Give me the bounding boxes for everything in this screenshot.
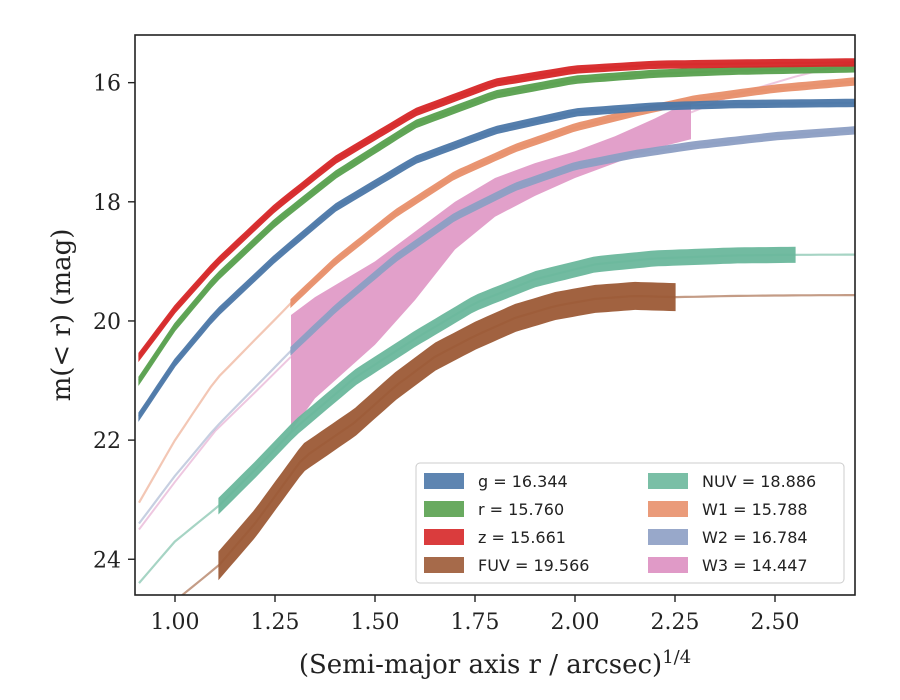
- y-tick-label: 22: [93, 429, 121, 454]
- x-tick-label: 2.00: [551, 610, 600, 635]
- legend-label: NUV = 18.886: [702, 472, 816, 491]
- x-tick-label: 2.50: [751, 610, 800, 635]
- series-z: [138, 58, 855, 363]
- series-nuv: [138, 246, 855, 584]
- series-g: [138, 98, 855, 422]
- legend-label: r = 15.760: [478, 500, 564, 519]
- legend-label: W3 = 14.447: [702, 556, 808, 575]
- y-tick-label: 20: [93, 310, 121, 335]
- legend-box: [415, 462, 845, 584]
- series-fuv: [180, 281, 855, 595]
- series-fuv-band: [218, 281, 676, 581]
- legend-swatch: [648, 529, 688, 545]
- legend-swatch: [424, 501, 464, 517]
- legend-label: FUV = 19.566: [478, 556, 589, 575]
- series-z-band: [138, 58, 855, 363]
- series-r: [138, 64, 855, 387]
- series-w2-band: [290, 126, 855, 356]
- series-w3-band: [291, 100, 691, 432]
- series-w3-extension-left: [138, 355, 292, 531]
- series-w1: [138, 77, 855, 504]
- tick-layer: 1.00 1.25 1.50 1.75 2.00 2.25 2.50 16 18 20 22 24: [93, 72, 799, 635]
- series-g-band: [138, 98, 855, 422]
- y-tick-label: 24: [93, 548, 121, 573]
- series-w1-band: [290, 77, 855, 309]
- x-tick-label: 1.50: [351, 610, 400, 635]
- legend-swatch: [648, 501, 688, 517]
- legend-swatch: [648, 473, 688, 489]
- x-tick-label: 1.00: [151, 610, 200, 635]
- legend-swatch: [424, 473, 464, 489]
- y-axis-label: m(< r) (mag): [47, 229, 77, 402]
- legend-label: g = 16.344: [478, 472, 568, 491]
- legend: g = 16.344 r = 15.760 z = 15.661 FUV = 19.5…: [415, 462, 845, 584]
- y-tick-label: 16: [93, 72, 121, 97]
- series-r-band: [138, 64, 855, 387]
- series-w2: [138, 126, 855, 525]
- x-tick-label: 2.25: [651, 610, 700, 635]
- x-tick-label: 1.75: [451, 610, 500, 635]
- legend-label: z = 15.661: [478, 528, 566, 547]
- legend-label: W1 = 15.788: [702, 500, 808, 519]
- legend-swatch: [424, 557, 464, 573]
- x-axis-label-exponent: 1/4: [662, 647, 691, 668]
- y-tick-label: 18: [93, 191, 121, 216]
- series-layer: [138, 58, 855, 595]
- x-axis-label: (Semi-major axis r / arcsec)1/4: [299, 647, 691, 680]
- legend-swatch: [424, 529, 464, 545]
- series-nuv-band: [218, 246, 796, 515]
- x-tick-label: 1.25: [251, 610, 300, 635]
- legend-swatch: [648, 557, 688, 573]
- plot-frame: [134, 34, 856, 596]
- legend-label: W2 = 16.784: [702, 528, 808, 547]
